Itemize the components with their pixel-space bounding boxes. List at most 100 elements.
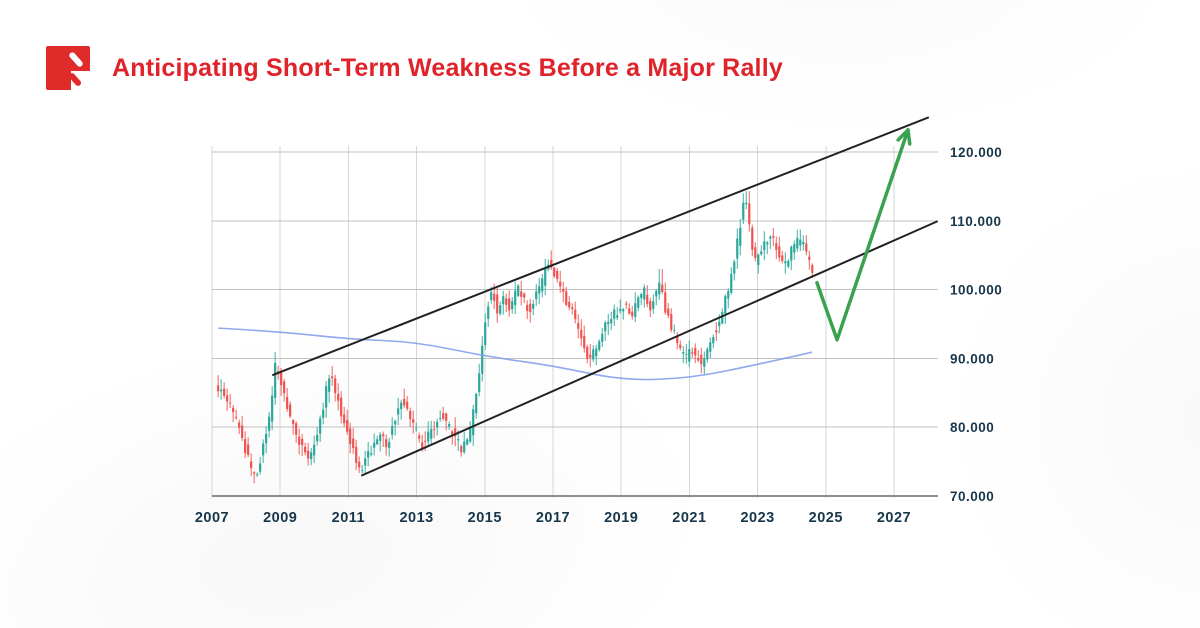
- candle-body-down: [649, 301, 652, 311]
- candle-body-up: [511, 301, 514, 309]
- candle-body-down: [577, 323, 580, 329]
- candle-body-up: [487, 306, 490, 319]
- candle-body-up: [703, 358, 706, 367]
- x-tick-label: 2017: [536, 510, 570, 526]
- candle-body-up: [538, 286, 541, 294]
- candle-body-down: [226, 395, 229, 402]
- candle-body-up: [499, 305, 502, 314]
- y-tick-label: 80.000: [950, 420, 994, 435]
- candle-body-up: [448, 424, 451, 427]
- candle-body-down: [565, 291, 568, 306]
- candle-body-down: [304, 446, 307, 453]
- candle-body-down: [241, 425, 244, 439]
- brand-logo-icon: [46, 46, 90, 90]
- candle-body-up: [685, 354, 688, 355]
- candle-body-up: [436, 421, 439, 428]
- candle-body-up: [220, 389, 223, 392]
- candle-body-down: [781, 255, 784, 262]
- candle-body-up: [763, 241, 766, 251]
- candle-body-down: [307, 450, 310, 459]
- candle-body-up: [658, 282, 661, 295]
- candle-body-down: [496, 294, 499, 314]
- moving-average-line: [218, 327, 813, 381]
- candle-body-up: [265, 433, 268, 444]
- candle-body-down: [337, 393, 340, 401]
- candle-body-down: [589, 354, 592, 358]
- candle-body-up: [742, 202, 745, 220]
- candle-body-up: [400, 402, 403, 409]
- candle-body-down: [574, 309, 577, 320]
- candle-body-down: [232, 407, 235, 413]
- candle-body-up: [604, 322, 607, 332]
- x-tick-label: 2007: [195, 510, 229, 526]
- candle-body-up: [469, 427, 472, 442]
- candle-body-up: [718, 321, 721, 327]
- candle-body-down: [235, 416, 238, 419]
- candle-body-up: [361, 470, 364, 471]
- candle-body-up: [313, 444, 316, 456]
- candle-body-up: [415, 428, 418, 430]
- candle-body-up: [607, 322, 610, 325]
- candle-body-down: [559, 281, 562, 287]
- candle-body-down: [451, 431, 454, 436]
- x-tick-label: 2021: [672, 510, 706, 526]
- y-tick-label: 90.000: [950, 351, 994, 366]
- candle-body-up: [709, 342, 712, 352]
- candle-body-up: [376, 439, 379, 445]
- candle-body-down: [778, 246, 781, 258]
- x-tick-label: 2025: [809, 510, 843, 526]
- candle-body-down: [334, 378, 337, 394]
- candle-body-up: [769, 236, 772, 239]
- candle-body-up: [256, 474, 259, 475]
- candle-body-down: [586, 346, 589, 359]
- candle-body-up: [643, 287, 646, 300]
- x-tick-label: 2013: [399, 510, 433, 526]
- candle-body-up: [640, 294, 643, 299]
- candle-body-down: [445, 413, 448, 421]
- candle-body-down: [349, 428, 352, 445]
- candle-body-down: [811, 265, 814, 273]
- candle-body-up: [637, 297, 640, 308]
- candle-body-down: [223, 388, 226, 396]
- candlestick-series: [217, 191, 814, 484]
- candle-body-down: [676, 336, 679, 344]
- candle-body-up: [541, 278, 544, 292]
- candle-body-up: [397, 408, 400, 415]
- candle-body-up: [802, 241, 805, 245]
- candle-body-up: [388, 442, 391, 448]
- x-tick-label: 2027: [877, 510, 911, 526]
- candle-body-up: [532, 304, 535, 309]
- candle-body-up: [739, 227, 742, 246]
- candle-body-down: [382, 434, 385, 437]
- candle-body-down: [244, 439, 247, 454]
- candle-body-up: [592, 349, 595, 360]
- candle-body-up: [544, 268, 547, 286]
- candle-body-up: [517, 285, 520, 296]
- x-tick-label: 2011: [332, 510, 365, 526]
- candle-body-up: [367, 451, 370, 458]
- candle-body-down: [331, 376, 334, 379]
- x-tick-label: 2015: [468, 510, 502, 526]
- header: Anticipating Short-Term Weakness Before …: [46, 46, 783, 90]
- candle-body-down: [217, 385, 220, 392]
- candle-body-down: [646, 294, 649, 305]
- candle-body-up: [481, 345, 484, 374]
- candle-body-up: [379, 434, 382, 441]
- candle-body-up: [766, 242, 769, 245]
- candle-body-down: [664, 292, 667, 313]
- candle-body-up: [475, 393, 478, 414]
- candle-body-up: [712, 337, 715, 344]
- candle-body-down: [340, 397, 343, 417]
- candle-body-up: [262, 443, 265, 456]
- candle-body-down: [343, 414, 346, 424]
- grid-horizontal-lines: [212, 151, 938, 497]
- candle-body-down: [568, 302, 571, 308]
- candle-body-down: [253, 472, 256, 474]
- candle-body-down: [571, 307, 574, 310]
- x-axis-labels: 2007 2009 2011 2013 2015 2017 2019 2021 2023 2025…: [195, 510, 911, 526]
- candle-body-up: [757, 254, 760, 266]
- candle-body-up: [799, 239, 802, 246]
- candle-body-up: [322, 409, 325, 418]
